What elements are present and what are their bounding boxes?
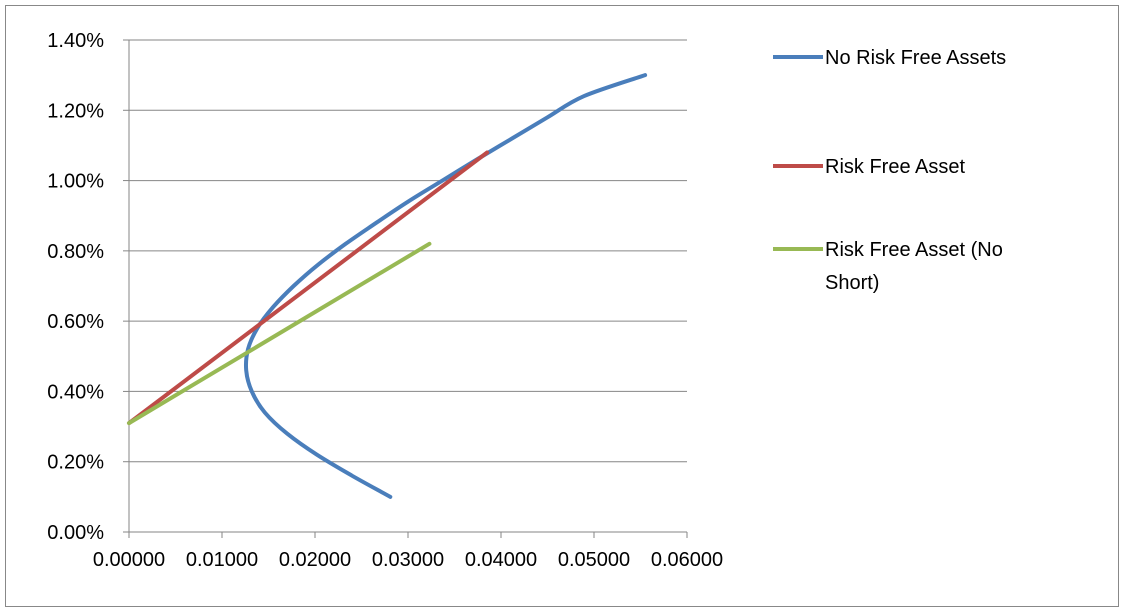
- x-tick-label: 0.05000: [558, 549, 630, 571]
- y-tick-label: 0.00%: [47, 522, 104, 544]
- series-lines: [127, 73, 648, 499]
- series-line-risk-free-asset-no-short: [127, 241, 432, 426]
- x-tick-label: 0.06000: [651, 549, 723, 571]
- gridlines: [129, 39, 687, 463]
- x-tick-label: 0.03000: [372, 549, 444, 571]
- legend-label: Risk Free Asset (No: [825, 239, 1003, 261]
- x-tick-label: 0.04000: [465, 549, 537, 571]
- y-tick-label: 1.40%: [47, 30, 104, 52]
- series-line-risk-free-asset: [127, 150, 490, 426]
- legend-label: Risk Free Asset: [825, 156, 965, 178]
- axes: [123, 39, 688, 538]
- x-tick-label: 0.01000: [186, 549, 258, 571]
- legend: No Risk Free Assets Risk Free Asset Risk F…: [773, 47, 1006, 294]
- y-tick-label: 0.60%: [47, 311, 104, 333]
- y-tick-label: 1.20%: [47, 100, 104, 122]
- chart-frame: [5, 5, 1119, 607]
- legend-label: Short): [825, 272, 879, 294]
- y-tick-label: 0.40%: [47, 381, 104, 403]
- tick-labels: 0.00% 0.20% 0.40% 0.60% 0.80% 1.00% 1.20% 1.40%…: [47, 30, 723, 571]
- legend-label: No Risk Free Assets: [825, 47, 1006, 69]
- y-tick-label: 0.80%: [47, 241, 104, 263]
- x-tick-label: 0.00000: [93, 549, 165, 571]
- x-tick-label: 0.02000: [279, 549, 351, 571]
- y-tick-label: 0.20%: [47, 452, 104, 474]
- y-tick-label: 1.00%: [47, 171, 104, 193]
- series-line-no-risk-free-assets: [243, 73, 648, 499]
